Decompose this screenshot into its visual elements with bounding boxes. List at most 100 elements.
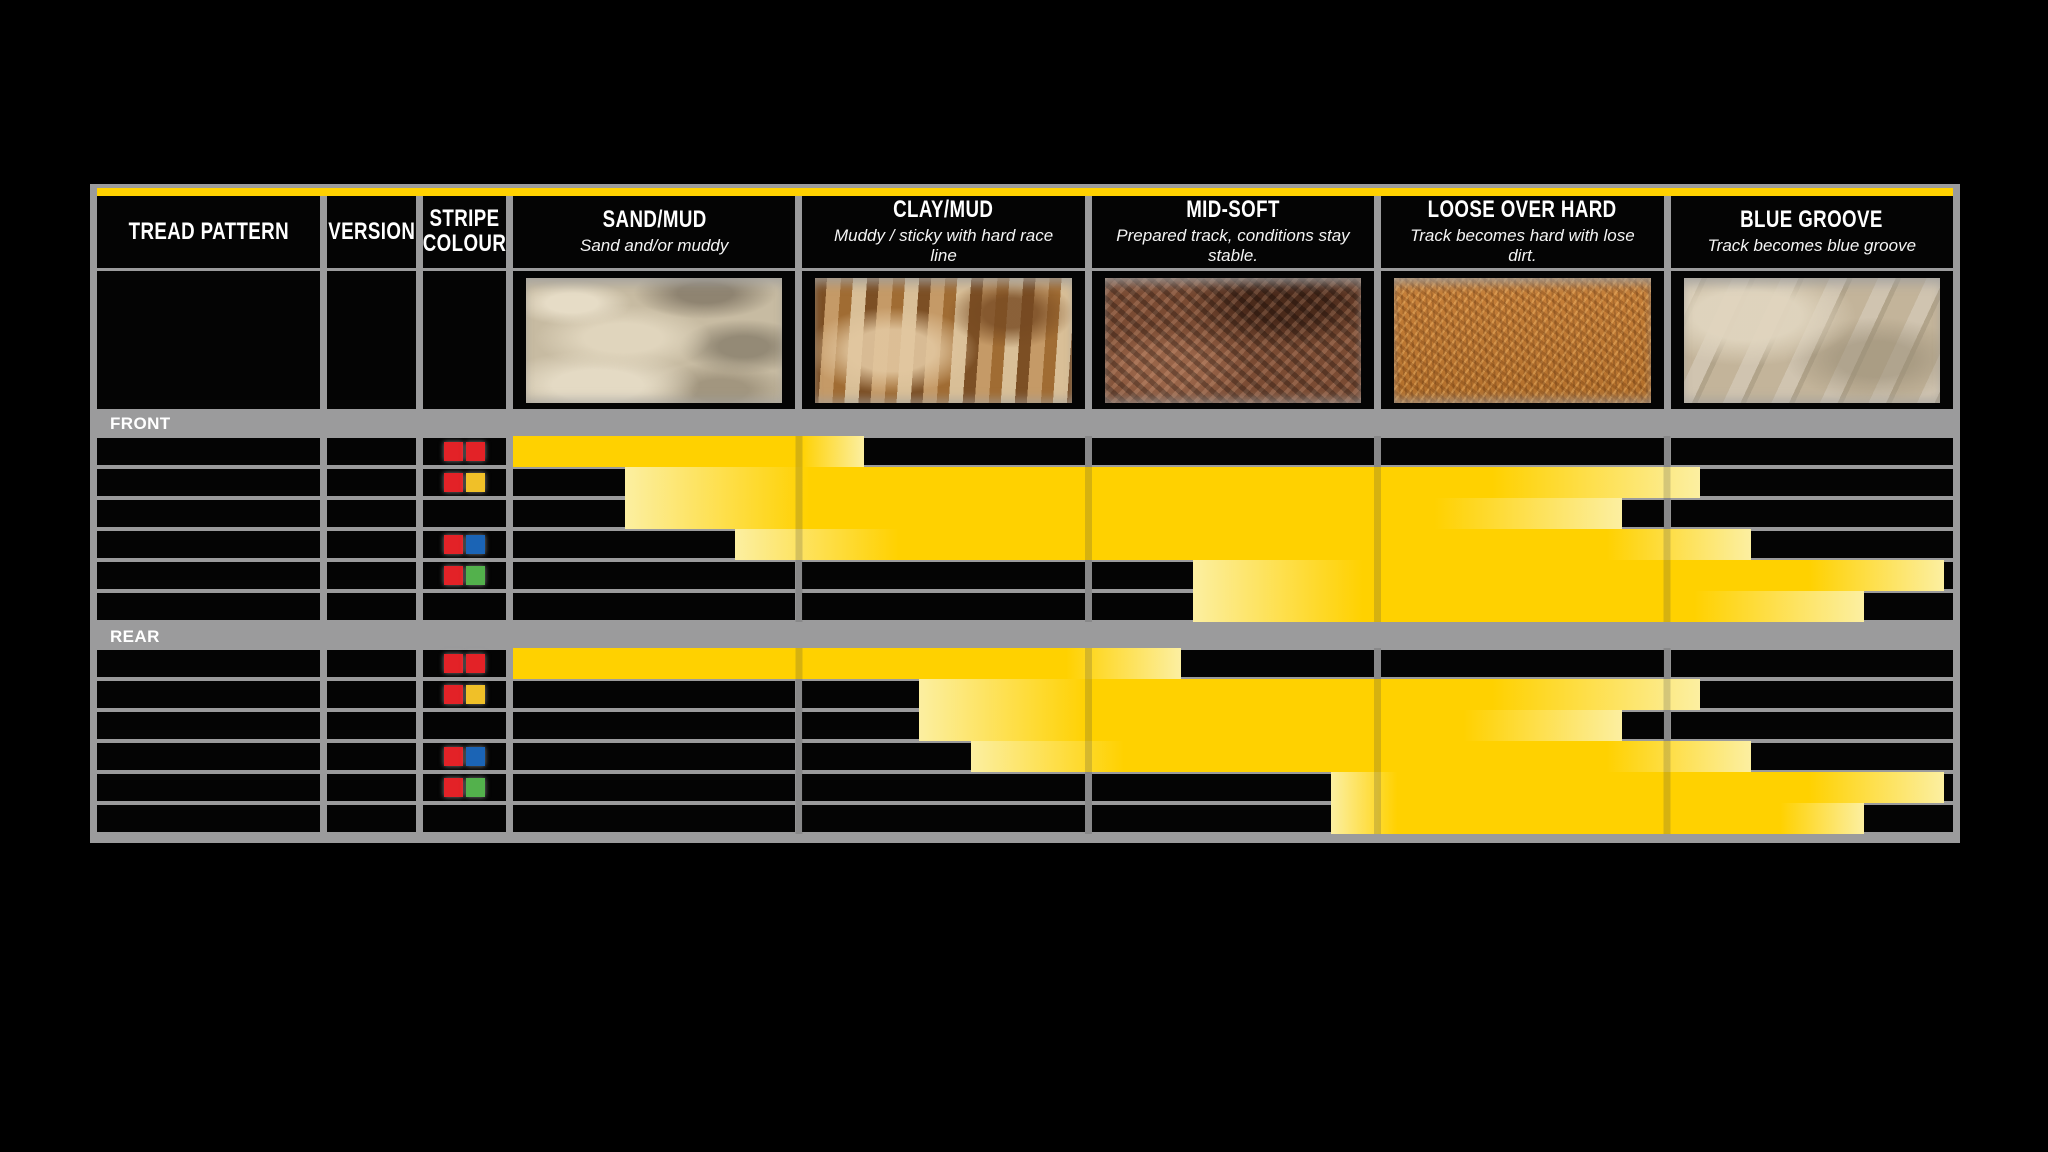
column-title-blue: BLUE GROOVE [1740,206,1884,234]
column-title-version: VERSION [328,217,415,245]
header-cell-version: VERSION [327,196,416,268]
tread-cell [97,469,320,496]
stripe-swatch-yellow [466,685,485,704]
condition-cell-loose [1381,805,1664,832]
condition-cell-mid [1091,743,1375,770]
column-title-mid: MID-SOFT [1186,196,1280,224]
header-cell-loose: LOOSE OVER HARD Track becomes hard with l… [1381,196,1664,268]
condition-cell-blue [1670,593,1953,620]
tread-cell [97,650,320,677]
version-cell [327,562,416,589]
tyre-row [97,529,1953,560]
stripe-cell [423,469,506,496]
condition-cell-sand [513,500,796,527]
tyre-row [97,560,1953,591]
section-rows-rear [97,648,1953,834]
stripe-swatch-red [444,442,463,461]
condition-cell-mid [1091,469,1375,496]
column-subtitle-mid: Prepared track, conditions stay stable. [1116,225,1350,265]
tread-cell [97,743,320,770]
condition-cell-mid [1091,500,1375,527]
header-cell-sand: SAND/MUD Sand and/or muddy [513,196,796,268]
stripe-cell [423,593,506,620]
section-rows-front [97,436,1953,622]
header-row: TREAD PATTERN VERSION STRIPE COLOUR SAND/MU… [97,196,1953,268]
hardpack-blue-groove-photo [1683,278,1940,403]
condition-cell-loose [1381,681,1664,708]
tread-cell [97,593,320,620]
column-subtitle-blue: Track becomes blue groove [1707,235,1917,255]
stripe-cell [423,500,506,527]
condition-cell-loose [1381,469,1664,496]
stripe-cell [423,743,506,770]
stripe-swatch-red [444,685,463,704]
condition-cell-clay [802,650,1085,677]
column-title-stripe: STRIPE COLOUR [423,205,506,257]
condition-cell-loose [1381,650,1664,677]
tyre-row [97,803,1953,834]
condition-cell-sand [513,774,796,801]
tyre-condition-chart: TREAD PATTERN VERSION STRIPE COLOUR SAND/MU… [90,184,1960,843]
stripe-swatch-red [444,747,463,766]
condition-cell-clay [802,469,1085,496]
version-cell [327,531,416,558]
condition-cell-sand [513,562,796,589]
condition-cell-clay [802,743,1085,770]
sand-dunes-photo [526,278,783,403]
stripe-swatch-green [466,778,485,797]
version-cell [327,805,416,832]
texture-cell-version [327,271,416,409]
column-title-clay: CLAY/MUD [893,196,994,224]
condition-cell-sand [513,593,796,620]
section-band-rear: REAR [97,624,1953,650]
stripe-cell [423,712,506,739]
version-cell [327,774,416,801]
column-subtitle-sand: Sand and/or muddy [580,235,729,255]
version-cell [327,593,416,620]
stripe-swatch-red [466,442,485,461]
tyre-row [97,710,1953,741]
condition-cell-mid [1091,438,1375,465]
texture-cell-clay [802,271,1085,409]
condition-cell-loose [1381,562,1664,589]
condition-cell-clay [802,531,1085,558]
header-cell-stripe: STRIPE COLOUR [423,196,506,268]
condition-cell-mid [1091,681,1375,708]
version-cell [327,650,416,677]
texture-cell-sand [513,271,796,409]
version-cell [327,500,416,527]
condition-cell-clay [802,712,1085,739]
tread-cell [97,500,320,527]
accent-bar [97,188,1953,196]
header-cell-blue: BLUE GROOVE Track becomes blue groove [1670,196,1953,268]
condition-cell-blue [1670,531,1953,558]
sections-container: FRONT REAR [97,409,1953,834]
condition-cell-blue [1670,805,1953,832]
stripe-swatch-red [444,778,463,797]
condition-cell-clay [802,500,1085,527]
version-cell [327,469,416,496]
condition-cell-clay [802,774,1085,801]
column-title-sand: SAND/MUD [602,206,707,234]
condition-cell-loose [1381,593,1664,620]
tyre-row [97,772,1953,803]
condition-cell-loose [1381,743,1664,770]
condition-cell-sand [513,805,796,832]
stripe-swatch-red [444,473,463,492]
column-title-loose: LOOSE OVER HARD [1427,196,1617,224]
stripe-cell [423,805,506,832]
condition-cell-blue [1670,562,1953,589]
condition-cell-blue [1670,500,1953,527]
section-label: REAR [110,627,160,646]
column-subtitle-loose: Track becomes hard with lose dirt. [1410,225,1635,265]
stripe-cell [423,650,506,677]
condition-cell-mid [1091,650,1375,677]
condition-cell-loose [1381,774,1664,801]
condition-cell-mid [1091,593,1375,620]
condition-cell-mid [1091,562,1375,589]
condition-cell-mid [1091,774,1375,801]
condition-cell-loose [1381,531,1664,558]
stripe-swatch-green [466,566,485,585]
condition-cell-blue [1670,743,1953,770]
